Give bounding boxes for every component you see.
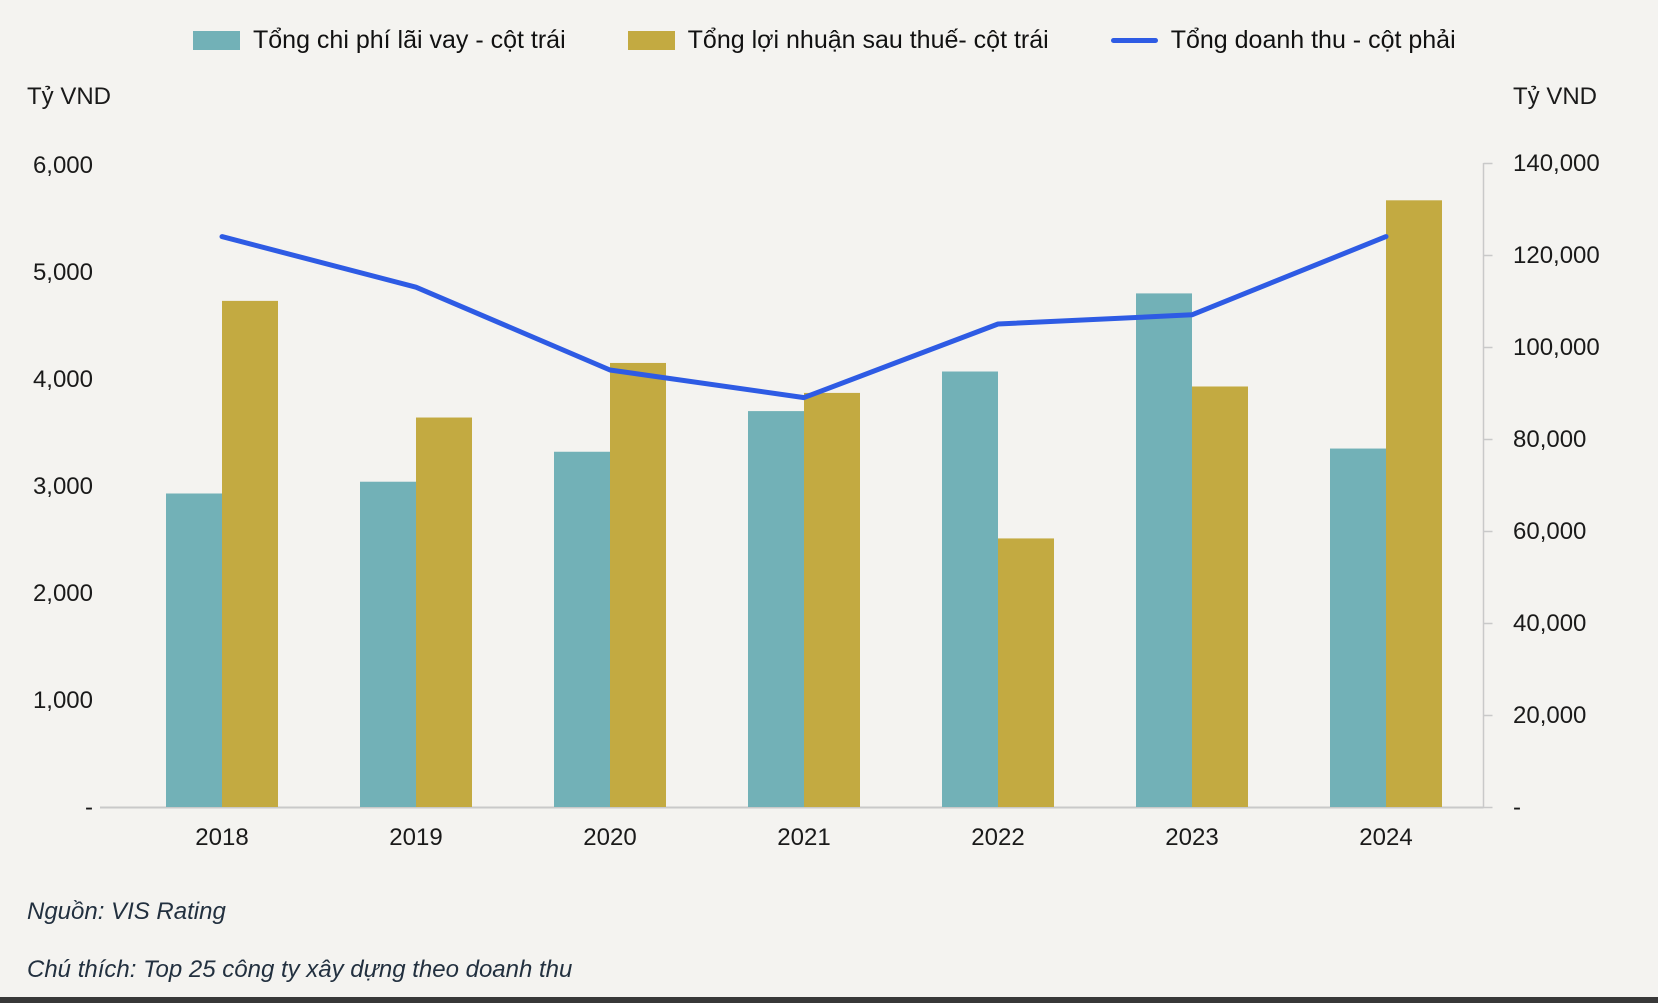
- svg-text:6,000: 6,000: [33, 152, 93, 179]
- svg-text:60,000: 60,000: [1513, 518, 1586, 545]
- x-label-2020: 2020: [583, 824, 636, 851]
- bar-2020: [554, 451, 610, 807]
- bar-2024: [1330, 448, 1386, 807]
- svg-text:Tỷ VND: Tỷ VND: [1513, 83, 1597, 110]
- legend-label-interest-expense: Tổng chi phí lãi vay - cột trái: [253, 26, 566, 54]
- axis-lines: [100, 162, 1493, 809]
- svg-text:100,000: 100,000: [1513, 334, 1600, 361]
- legend-item-revenue: Tổng doanh thu - cột phải: [1110, 26, 1456, 55]
- left-axis-labels: 1,000 2,000 3,000 4,000 5,000 6,000 -: [33, 152, 93, 821]
- svg-text:3,000: 3,000: [33, 473, 93, 500]
- svg-text:40,000: 40,000: [1513, 610, 1586, 637]
- axis-unit-labels: Tỷ VND Tỷ VND: [27, 83, 1597, 110]
- bar-2024: [1386, 200, 1442, 807]
- svg-text:-: -: [1513, 794, 1521, 821]
- bar-2021: [748, 411, 804, 807]
- gold-bar-swatch-icon: [627, 31, 675, 50]
- svg-text:120,000: 120,000: [1513, 242, 1600, 269]
- bar-2018: [166, 493, 222, 807]
- x-label-2024: 2024: [1359, 824, 1412, 851]
- svg-text:2,000: 2,000: [33, 580, 93, 607]
- svg-text:Tỷ VND: Tỷ VND: [27, 83, 111, 110]
- bar-2021: [804, 392, 860, 807]
- legend-label-net-profit: Tổng lợi nhuận sau thuế- cột trái: [687, 26, 1049, 54]
- bar-2022: [942, 371, 998, 807]
- x-label-2023: 2023: [1165, 824, 1218, 851]
- x-label-2021: 2021: [777, 824, 830, 851]
- svg-text:-: -: [85, 794, 93, 821]
- caption-note: Chú thích: Top 25 công ty xây dựng theo …: [27, 956, 573, 983]
- blue-line-swatch-icon: [1110, 38, 1158, 43]
- teal-bar-swatch-icon: [193, 31, 240, 50]
- x-label-2019: 2019: [389, 824, 442, 851]
- bars-interest-expense: [166, 293, 1386, 807]
- bottom-edge-strip: [0, 997, 1658, 1003]
- legend-item-interest-expense: Tổng chi phí lãi vay - cột trái: [193, 26, 566, 55]
- revenue-line: [219, 234, 1389, 401]
- x-label-2018: 2018: [195, 824, 248, 851]
- bar-2022: [998, 538, 1054, 807]
- bar-2023: [1136, 293, 1192, 807]
- bar-2023: [1192, 386, 1248, 807]
- bar-2019: [416, 417, 472, 807]
- legend-item-net-profit: Tổng lợi nhuận sau thuế- cột trái: [627, 26, 1049, 55]
- svg-text:4,000: 4,000: [33, 366, 93, 393]
- chart-legend: Tổng chi phí lãi vay - cột trái Tổng lợi…: [193, 26, 1456, 55]
- svg-text:1,000: 1,000: [33, 687, 93, 714]
- source-note: Nguồn: VIS Rating: [27, 898, 226, 925]
- legend-label-revenue: Tổng doanh thu - cột phải: [1170, 26, 1456, 54]
- x-axis-labels: 2018 2019 2020 2021 2022 2023 2024: [195, 824, 1412, 851]
- bars-net-profit: [222, 200, 1442, 807]
- bar-2019: [360, 481, 416, 807]
- x-label-2022: 2022: [971, 824, 1024, 851]
- svg-text:140,000: 140,000: [1513, 150, 1600, 177]
- bar-2020: [610, 362, 666, 807]
- svg-text:20,000: 20,000: [1513, 702, 1586, 729]
- svg-text:5,000: 5,000: [33, 259, 93, 286]
- bar-2018: [222, 300, 278, 807]
- svg-text:80,000: 80,000: [1513, 426, 1586, 453]
- right-axis-labels: 20,000 40,000 60,000 80,000 100,000 120,000 14…: [1513, 150, 1600, 821]
